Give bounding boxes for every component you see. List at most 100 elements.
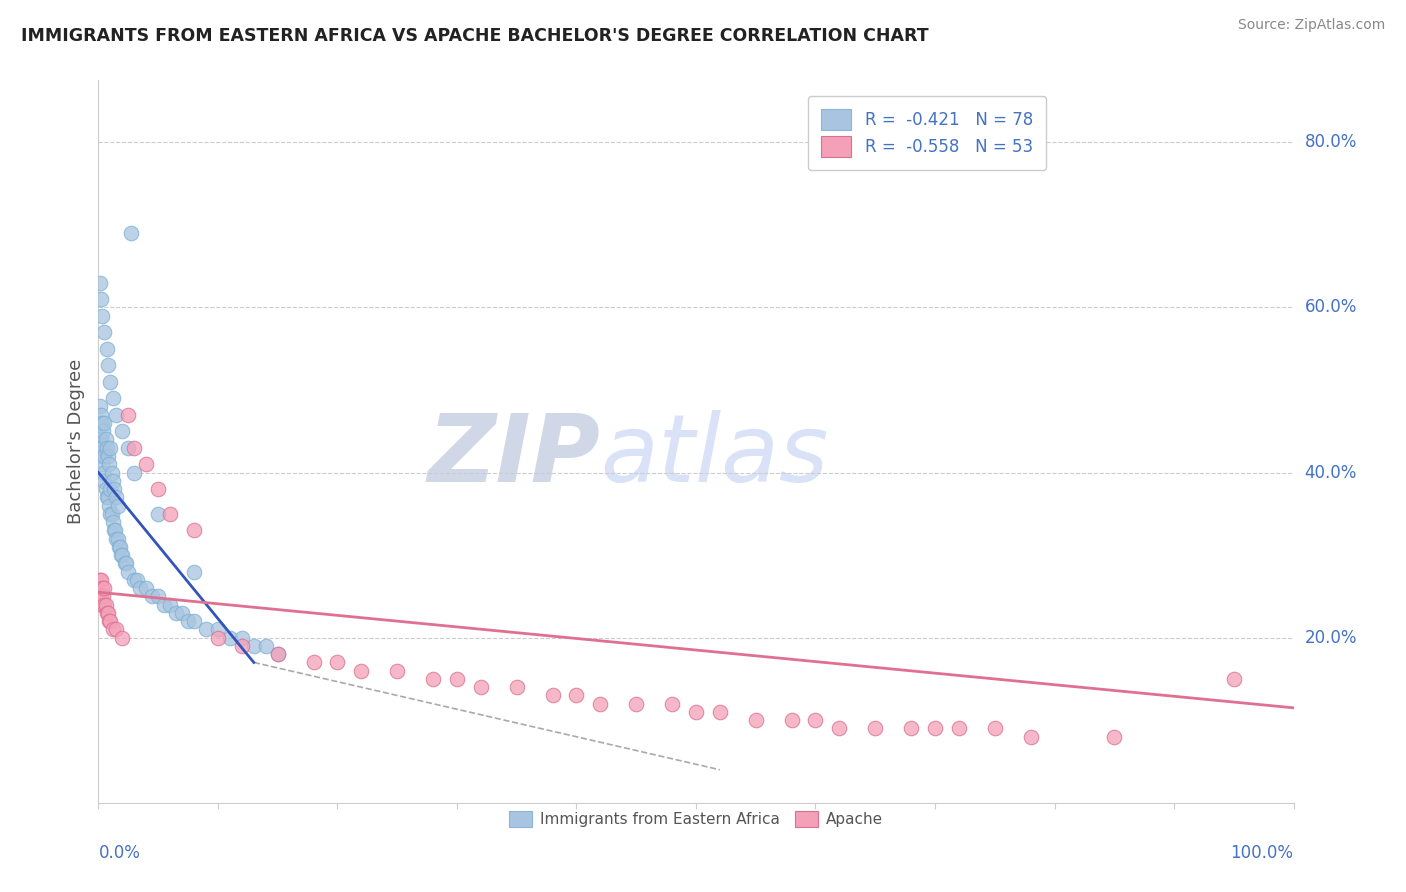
- Point: [148, 590, 170, 604]
- Point: [207, 623, 229, 637]
- Point: [101, 391, 124, 405]
- Point: [100, 466, 122, 480]
- Point: [159, 598, 181, 612]
- Point: [90, 433, 112, 447]
- Point: [422, 672, 444, 686]
- Point: [98, 482, 122, 496]
- Point: [231, 631, 253, 645]
- Point: [91, 441, 114, 455]
- Point: [804, 713, 827, 727]
- Point: [114, 557, 136, 571]
- Point: [446, 672, 468, 686]
- Point: [90, 292, 112, 306]
- Point: [104, 524, 127, 538]
- Point: [385, 664, 409, 678]
- Point: [103, 482, 125, 496]
- Point: [93, 474, 115, 488]
- Point: [101, 623, 124, 637]
- Point: [120, 226, 142, 240]
- Point: [89, 441, 111, 455]
- Point: [1019, 730, 1042, 744]
- Point: [107, 499, 129, 513]
- Point: [89, 276, 111, 290]
- Point: [984, 722, 1007, 736]
- Point: [90, 449, 112, 463]
- Point: [135, 457, 157, 471]
- Text: 60.0%: 60.0%: [1305, 298, 1357, 317]
- Point: [267, 647, 290, 661]
- Point: [117, 408, 139, 422]
- Point: [98, 614, 121, 628]
- Point: [98, 441, 122, 455]
- Point: [97, 490, 120, 504]
- Point: [111, 548, 134, 562]
- Point: [153, 598, 176, 612]
- Point: [91, 581, 114, 595]
- Point: [506, 680, 529, 694]
- Point: [195, 623, 218, 637]
- Point: [100, 507, 122, 521]
- Point: [117, 565, 139, 579]
- Point: [93, 598, 115, 612]
- Point: [589, 697, 612, 711]
- Point: [135, 581, 157, 595]
- Point: [1223, 672, 1246, 686]
- Point: [709, 705, 731, 719]
- Point: [165, 606, 187, 620]
- Point: [91, 598, 114, 612]
- Point: [105, 408, 128, 422]
- Point: [96, 606, 118, 620]
- Point: [97, 606, 120, 620]
- Point: [105, 532, 128, 546]
- Point: [93, 325, 115, 339]
- Point: [91, 466, 114, 480]
- Point: [183, 565, 205, 579]
- Point: [685, 705, 707, 719]
- Point: [91, 309, 114, 323]
- Point: [93, 416, 115, 430]
- Text: 100.0%: 100.0%: [1230, 845, 1294, 863]
- Point: [105, 623, 128, 637]
- Point: [93, 449, 115, 463]
- Point: [172, 606, 194, 620]
- Point: [89, 416, 111, 430]
- Point: [302, 656, 325, 670]
- Point: [745, 713, 768, 727]
- Text: 0.0%: 0.0%: [98, 845, 141, 863]
- Point: [125, 573, 148, 587]
- Point: [141, 590, 163, 604]
- Y-axis label: Bachelor's Degree: Bachelor's Degree: [66, 359, 84, 524]
- Point: [661, 697, 683, 711]
- Point: [780, 713, 803, 727]
- Point: [177, 614, 200, 628]
- Point: [89, 590, 111, 604]
- Point: [98, 499, 121, 513]
- Point: [97, 358, 120, 372]
- Point: [93, 581, 115, 595]
- Point: [97, 449, 120, 463]
- Point: [89, 400, 111, 414]
- Point: [98, 457, 121, 471]
- Point: [90, 590, 112, 604]
- Point: [105, 490, 128, 504]
- Point: [124, 466, 146, 480]
- Point: [219, 631, 242, 645]
- Point: [231, 639, 253, 653]
- Point: [900, 722, 922, 736]
- Point: [541, 689, 564, 703]
- Point: [254, 639, 277, 653]
- Point: [107, 532, 129, 546]
- Point: [94, 482, 117, 496]
- Point: [159, 507, 181, 521]
- Point: [183, 614, 205, 628]
- Point: [111, 424, 134, 438]
- Point: [948, 722, 970, 736]
- Point: [828, 722, 851, 736]
- Point: [129, 581, 152, 595]
- Legend: Immigrants from Eastern Africa, Apache: Immigrants from Eastern Africa, Apache: [502, 804, 890, 835]
- Point: [207, 631, 229, 645]
- Point: [94, 433, 117, 447]
- Point: [117, 441, 139, 455]
- Point: [96, 441, 118, 455]
- Point: [98, 375, 122, 389]
